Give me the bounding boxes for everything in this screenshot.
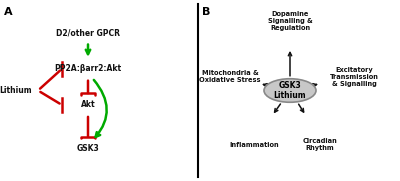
Text: Circadian
Rhythm: Circadian Rhythm bbox=[303, 138, 337, 151]
Text: A: A bbox=[4, 7, 13, 17]
Circle shape bbox=[264, 79, 316, 102]
Text: Lithium: Lithium bbox=[0, 86, 32, 95]
Text: PP2A:βarr2:Akt: PP2A:βarr2:Akt bbox=[54, 64, 122, 73]
Text: GSK3: GSK3 bbox=[77, 144, 99, 153]
Text: Akt: Akt bbox=[81, 100, 95, 110]
Text: Inflammation: Inflammation bbox=[229, 142, 279, 148]
Text: Mitochondria &
Oxidative Stress: Mitochondria & Oxidative Stress bbox=[199, 70, 261, 83]
Text: GSK3
Lithium: GSK3 Lithium bbox=[274, 81, 306, 100]
Text: B: B bbox=[202, 7, 210, 17]
Text: Excitatory
Transmission
& Signalling: Excitatory Transmission & Signalling bbox=[330, 67, 378, 87]
Text: Dopamine
Signalling &
Regulation: Dopamine Signalling & Regulation bbox=[268, 11, 312, 31]
Text: D2/other GPCR: D2/other GPCR bbox=[56, 28, 120, 37]
